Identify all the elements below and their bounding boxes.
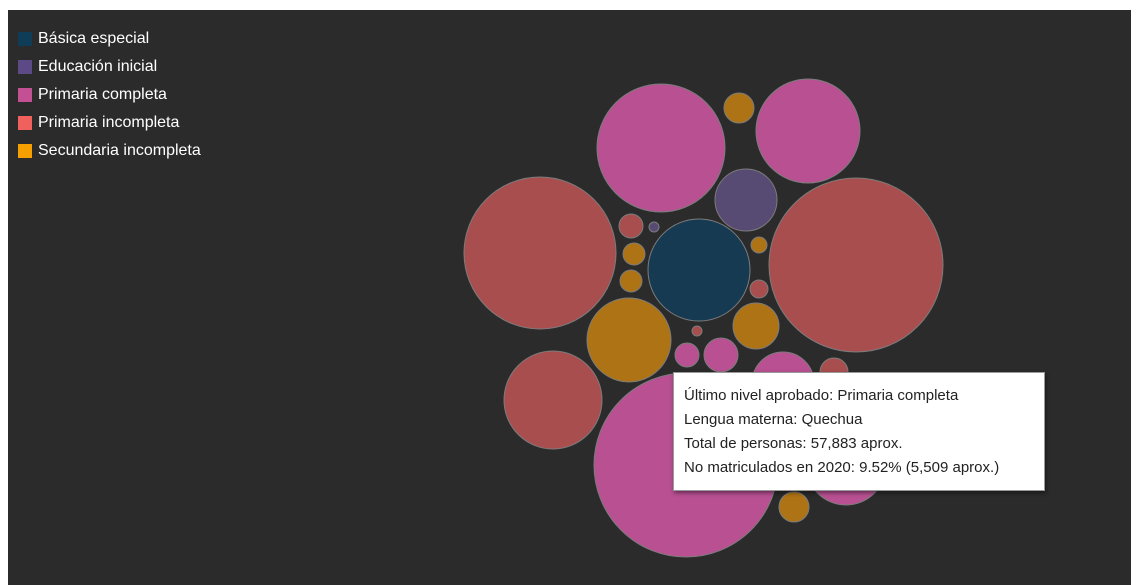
legend-label-primaria-incompleta: Primaria incompleta xyxy=(38,114,180,131)
bubble-primaria-incompleta-23[interactable] xyxy=(691,325,703,337)
bubble-secundaria-incompleta-19[interactable] xyxy=(619,269,643,293)
bubble-secundaria-incompleta-7[interactable] xyxy=(586,297,672,383)
tooltip-total: Total de personas: 57,883 aprox. xyxy=(684,435,903,452)
bubble-secundaria-incompleta-14[interactable] xyxy=(778,491,810,523)
legend-item-secundaria-incompleta[interactable]: Secundaria incompleta xyxy=(18,137,201,165)
bubble-secundaria-incompleta-13[interactable] xyxy=(723,92,755,124)
bubble-primaria-incompleta-16[interactable] xyxy=(618,213,644,239)
legend-item-primaria-incompleta[interactable]: Primaria incompleta xyxy=(18,109,201,137)
bubble-secundaria-incompleta-18[interactable] xyxy=(622,242,646,266)
legend: Básica especial Educación inicial Primar… xyxy=(18,25,201,165)
bubble-b-sica-especial-6[interactable] xyxy=(647,218,751,322)
bubble-primaria-incompleta-1[interactable] xyxy=(463,176,617,330)
bubble-secundaria-incompleta-11[interactable] xyxy=(732,302,780,350)
legend-label-basica-especial: Básica especial xyxy=(38,30,150,47)
bubble-primaria-completa-4[interactable] xyxy=(755,78,861,184)
legend-label-secundaria-incompleta: Secundaria incompleta xyxy=(38,142,201,159)
legend-swatch-educacion-inicial xyxy=(18,60,32,74)
legend-label-educacion-inicial: Educación inicial xyxy=(38,58,158,75)
legend-swatch-basica-especial xyxy=(18,32,32,46)
tooltip-nivel: Último nivel aprobado: Primaria completa xyxy=(684,387,959,404)
bubble-primaria-completa-12[interactable] xyxy=(703,337,739,373)
legend-label-primaria-completa: Primaria completa xyxy=(38,86,167,103)
bubble-educaci-n-inicial-10[interactable] xyxy=(714,168,778,232)
tooltip-no-matriculados: No matriculados en 2020: 9.52% (5,509 ap… xyxy=(684,459,1000,476)
legend-swatch-primaria-incompleta xyxy=(18,116,32,130)
bubble-primaria-incompleta-2[interactable] xyxy=(768,177,944,353)
bubble-secundaria-incompleta-21[interactable] xyxy=(750,236,768,254)
tooltip: Último nivel aprobado: Primaria completa… xyxy=(673,372,1045,491)
legend-swatch-secundaria-incompleta xyxy=(18,144,32,158)
bubble-primaria-incompleta-5[interactable] xyxy=(503,350,603,450)
bubble-primaria-completa-3[interactable] xyxy=(596,83,726,213)
legend-item-primaria-completa[interactable]: Primaria completa xyxy=(18,81,201,109)
bubble-primaria-incompleta-20[interactable] xyxy=(749,279,769,299)
tooltip-lengua: Lengua materna: Quechua xyxy=(684,411,863,428)
legend-swatch-primaria-completa xyxy=(18,88,32,102)
bubble-primaria-completa-17[interactable] xyxy=(674,342,700,368)
bubble-educaci-n-inicial-22[interactable] xyxy=(648,221,660,233)
legend-item-basica-especial[interactable]: Básica especial xyxy=(18,25,201,53)
legend-item-educacion-inicial[interactable]: Educación inicial xyxy=(18,53,201,81)
